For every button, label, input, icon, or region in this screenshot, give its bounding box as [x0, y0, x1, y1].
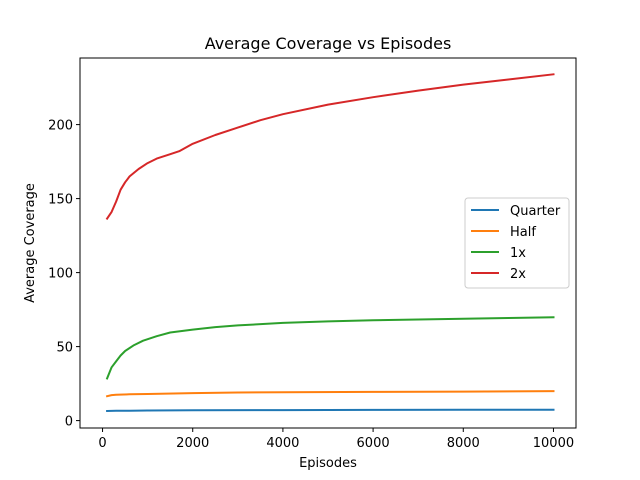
x-tick-label: 0 [98, 436, 106, 451]
chart-title: Average Coverage vs Episodes [205, 34, 452, 53]
series-line-2x [105, 73, 555, 220]
legend-label-quarter: Quarter [510, 204, 561, 219]
x-tick-label: 2000 [176, 436, 209, 451]
x-tick-label: 10000 [533, 436, 574, 451]
legend-label-2x: 2x [510, 267, 526, 282]
series-line-half [105, 390, 555, 398]
y-tick-label: 100 [48, 267, 73, 282]
y-axis-label: Average Coverage [23, 183, 38, 303]
x-tick-label: 8000 [447, 436, 480, 451]
x-tick-label: 4000 [266, 436, 299, 451]
x-tick-label: 6000 [357, 436, 390, 451]
legend: Quarter Half 1x 2x [464, 197, 570, 289]
series-line-1x [105, 316, 555, 380]
series-line-quarter [106, 408, 555, 413]
x-axis-label: Episodes [299, 456, 357, 471]
plot-frame [79, 57, 577, 429]
y-tick-label: 200 [48, 119, 73, 134]
plot-area: 0 2000 4000 6000 8000 10000 0 50 100 150 200 [48, 57, 577, 451]
y-tick-label: 150 [48, 193, 73, 208]
legend-label-1x: 1x [510, 246, 526, 261]
legend-box [464, 197, 570, 289]
y-tick-label: 50 [56, 341, 73, 356]
legend-label-half: Half [510, 225, 536, 240]
y-tick-label: 0 [65, 415, 73, 430]
